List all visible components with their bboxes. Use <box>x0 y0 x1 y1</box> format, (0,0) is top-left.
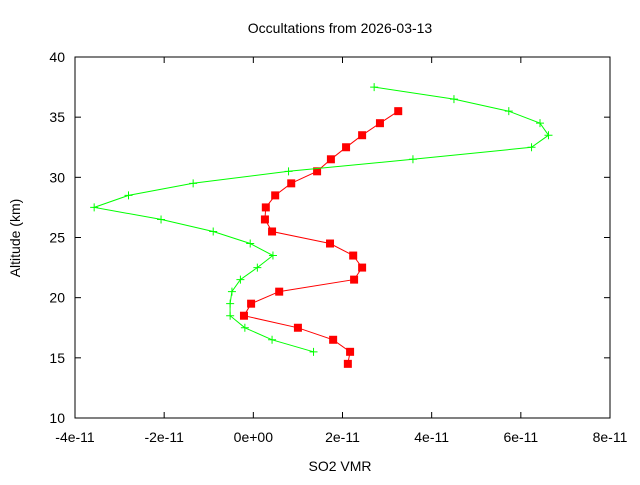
data-point <box>246 239 255 248</box>
data-point <box>287 179 296 188</box>
y-tick-label: 15 <box>49 350 65 366</box>
data-point <box>209 227 218 236</box>
x-tick-label: 0e+00 <box>234 429 274 445</box>
chart-title: Occultations from 2026-03-13 <box>248 20 433 36</box>
data-point <box>157 215 166 224</box>
x-axis-label: SO2 VMR <box>308 458 371 474</box>
series-line <box>243 110 399 364</box>
data-point <box>275 287 284 296</box>
x-tick-label: -4e-11 <box>55 429 95 445</box>
plot-frame <box>74 56 611 419</box>
data-point <box>326 239 335 248</box>
data-point <box>293 323 302 332</box>
data-point <box>236 275 245 284</box>
data-point <box>329 335 338 344</box>
data-point <box>326 155 335 164</box>
data-point <box>239 311 248 320</box>
x-tick-label: 8e-11 <box>593 429 628 445</box>
y-tick-label: 20 <box>49 290 65 306</box>
data-point <box>343 359 352 368</box>
data-point <box>226 311 235 320</box>
data-point <box>349 251 358 260</box>
data-point <box>394 107 403 116</box>
data-point <box>260 215 269 224</box>
data-point <box>268 227 277 236</box>
data-point <box>271 191 280 200</box>
data-point <box>240 323 249 332</box>
y-axis-label: Altitude (km) <box>7 199 23 278</box>
data-point <box>358 131 367 140</box>
data-point <box>527 143 536 152</box>
data-point <box>284 167 293 176</box>
y-tick-label: 10 <box>49 410 65 426</box>
data-point <box>227 287 236 296</box>
data-point <box>309 347 318 356</box>
data-point <box>90 203 99 212</box>
data-point <box>544 131 553 140</box>
axis-ticks: -4e-11 -2e-11 0e+00 2e-11 4e-11 6e-11 8e-11 10 1… <box>49 49 627 445</box>
x-tick-label: 6e-11 <box>503 429 538 445</box>
data-point <box>189 179 198 188</box>
y-tick-label: 35 <box>49 109 65 125</box>
data-point <box>346 347 355 356</box>
data-point <box>226 299 235 308</box>
x-tick-label: -2e-11 <box>144 429 184 445</box>
y-tick-label: 25 <box>49 230 65 246</box>
data-point <box>358 263 367 272</box>
data-point <box>313 167 322 176</box>
data-point <box>124 191 133 200</box>
series-1 <box>90 83 553 356</box>
data-point <box>370 83 379 92</box>
series-group <box>90 83 553 368</box>
data-point <box>268 335 277 344</box>
x-tick-label: 4e-11 <box>414 429 449 445</box>
y-tick-label: 30 <box>49 169 65 185</box>
data-point <box>408 155 417 164</box>
y-tick-label: 40 <box>49 49 65 65</box>
series-0 <box>239 107 403 368</box>
data-point <box>375 119 384 128</box>
data-point <box>350 275 359 284</box>
data-point <box>253 263 262 272</box>
data-point <box>449 95 458 104</box>
data-point <box>268 251 277 260</box>
data-point <box>247 299 256 308</box>
data-point <box>536 119 545 128</box>
data-point <box>261 203 270 212</box>
data-point <box>504 107 513 116</box>
x-tick-label: 2e-11 <box>325 429 360 445</box>
data-point <box>342 143 351 152</box>
